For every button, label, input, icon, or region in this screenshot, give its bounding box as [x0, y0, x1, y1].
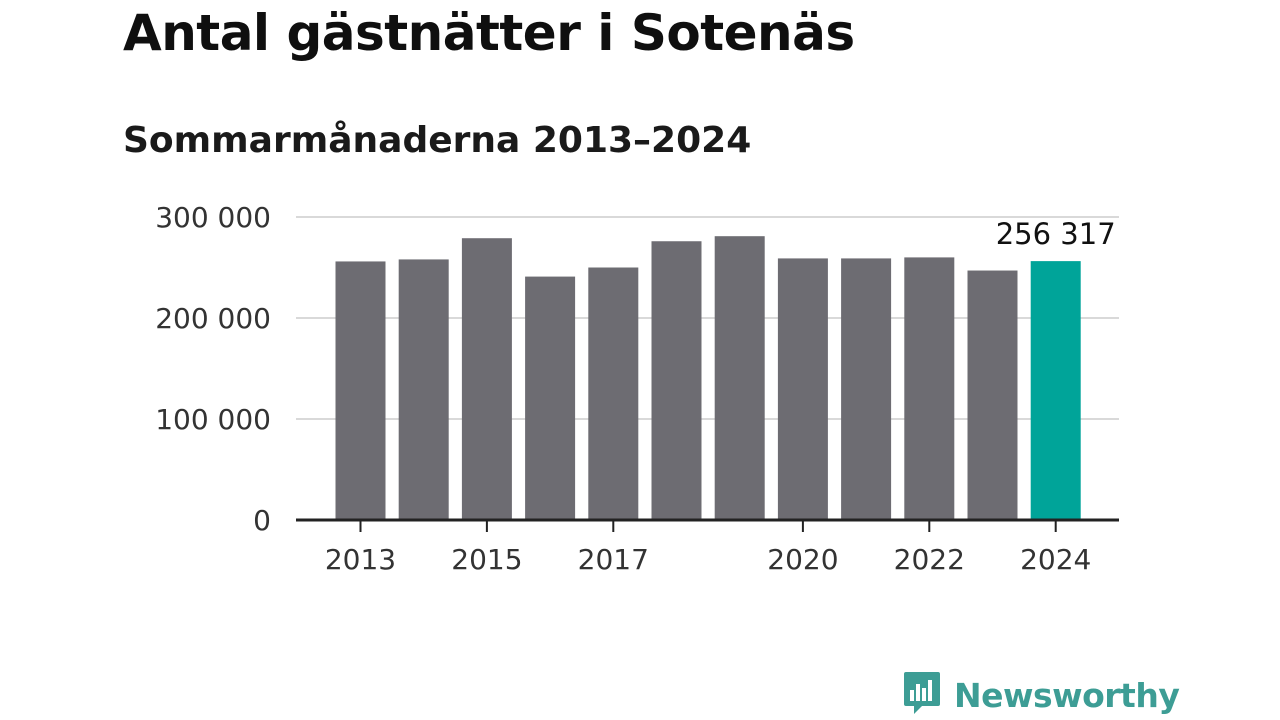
- x-tick-label: 2020: [767, 543, 838, 576]
- bar-2022: [904, 257, 955, 520]
- y-tick-label: 100 000: [155, 403, 271, 436]
- x-tick-label: 2013: [325, 543, 396, 576]
- bar-2014: [398, 259, 449, 520]
- data-label-highlight: 256 317: [996, 217, 1116, 251]
- x-tick-label: 2017: [578, 543, 649, 576]
- bar-2017: [588, 267, 639, 520]
- y-axis-ticks: 0 100 000 200 000 300 000: [155, 201, 271, 537]
- y-tick-label: 0: [253, 504, 271, 537]
- y-tick-label: 300 000: [155, 201, 271, 234]
- data-labels: 256 317: [996, 217, 1116, 251]
- newsworthy-logo-icon: [902, 670, 942, 720]
- bar-2024: [1030, 261, 1081, 520]
- x-tick-label: 2022: [894, 543, 965, 576]
- chart-title: Antal gästnätter i Sotenäs: [123, 4, 855, 62]
- chart-subtitle: Sommarmånaderna 2013–2024: [123, 120, 752, 161]
- brand-name: Newsworthy: [954, 675, 1180, 715]
- bar-2015: [461, 238, 512, 520]
- bar-2019: [714, 236, 765, 520]
- brand: Newsworthy: [902, 670, 1180, 720]
- bar-2020: [777, 258, 828, 520]
- bar-2021: [841, 258, 892, 520]
- bar-2018: [651, 241, 702, 521]
- y-tick-label: 200 000: [155, 302, 271, 335]
- bar-2016: [525, 276, 576, 520]
- bars: [335, 236, 1081, 521]
- x-tick-label: 2015: [451, 543, 522, 576]
- bar-2023: [967, 270, 1018, 520]
- bar-2013: [335, 261, 386, 520]
- x-axis: 2013 2015 2017 2020 2022 2024: [296, 518, 1119, 576]
- x-tick-label: 2024: [1020, 543, 1091, 576]
